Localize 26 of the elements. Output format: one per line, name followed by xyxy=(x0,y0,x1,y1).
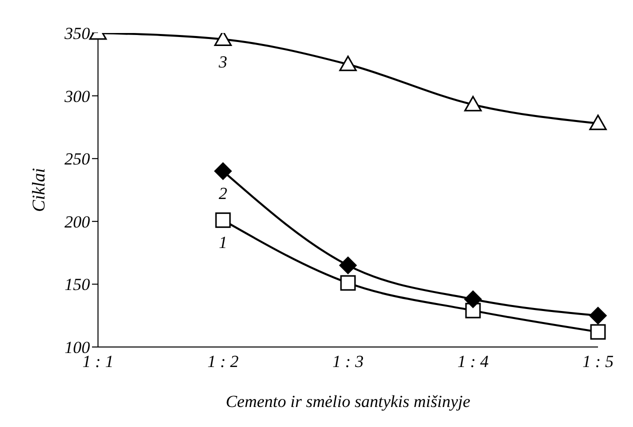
x-axis-title: Cemento ir smėlio santykis mišinyje xyxy=(226,392,471,411)
y-tick-label: 350 xyxy=(64,24,90,44)
point xyxy=(340,275,356,291)
y-axis-title: Ciklai xyxy=(28,168,48,212)
point xyxy=(339,256,357,274)
point xyxy=(464,290,482,308)
y-tick-label: 150 xyxy=(64,275,90,294)
point xyxy=(214,162,232,180)
x-tick-label: 1 : 4 xyxy=(457,352,490,372)
x-tick-label: 1 : 5 xyxy=(582,352,614,372)
point xyxy=(215,212,231,228)
point xyxy=(339,56,357,72)
y-tick-label: 250 xyxy=(64,150,90,169)
x-tick-label: 1 : 1 xyxy=(82,352,114,372)
point xyxy=(214,33,232,46)
x-tick-label: 1 : 2 xyxy=(207,352,240,372)
y-tick-label: 300 xyxy=(64,86,90,106)
series-label: 1 xyxy=(218,233,228,252)
series-label: 2 xyxy=(218,184,228,204)
point xyxy=(464,96,482,112)
point xyxy=(589,114,607,130)
point xyxy=(589,306,607,325)
x-tick-label: 1 : 3 xyxy=(332,352,364,372)
series-label: 3 xyxy=(218,52,228,72)
point xyxy=(590,324,606,340)
y-tick-label: 200 xyxy=(64,212,90,232)
